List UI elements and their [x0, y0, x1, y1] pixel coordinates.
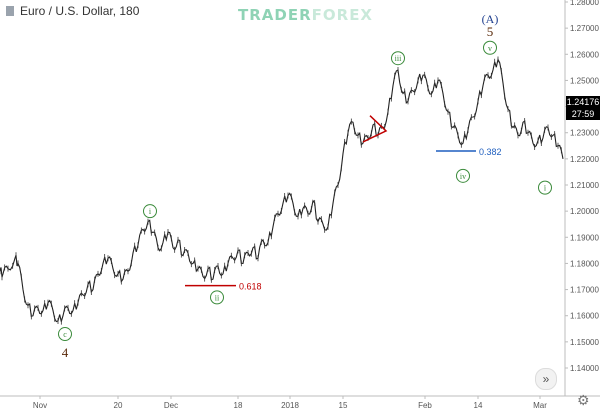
wave-label-circle	[391, 51, 405, 66]
wave-label: iii	[395, 54, 402, 63]
y-tick-label: 1.21000	[570, 181, 599, 190]
chart-title: Euro / U.S. Dollar, 180	[20, 4, 140, 18]
x-tick-label: Mar	[533, 401, 547, 409]
chart-title-row: Euro / U.S. Dollar, 180	[6, 4, 139, 18]
y-tick-label: 1.19000	[570, 233, 599, 242]
x-tick-label: Nov	[33, 401, 47, 409]
x-tick-label: Feb	[418, 401, 432, 409]
wedge-pattern	[362, 115, 388, 143]
wave-label: i	[544, 184, 547, 193]
fib-level-label: 0.618	[239, 282, 262, 292]
settings-button[interactable]: ⚙	[577, 392, 590, 409]
y-tick-label: 1.27000	[570, 24, 599, 33]
x-tick-label: 20	[114, 401, 123, 409]
x-tick-label: 18	[234, 401, 243, 409]
wave-label-circle	[538, 180, 552, 195]
y-tick-label: 1.17000	[570, 286, 599, 295]
countdown-tag: 27:59	[566, 108, 600, 120]
last-price-tag: 1.24176	[566, 96, 600, 108]
y-tick-label: 1.18000	[570, 259, 599, 268]
fib-level-label: 0.382	[479, 147, 502, 157]
watermark-part-2: FOREX	[311, 6, 374, 24]
wave-label-circle	[58, 327, 72, 342]
symbol-icon	[6, 6, 14, 16]
wave-label: c	[63, 330, 67, 339]
wave-label: ii	[215, 293, 220, 302]
wave-label: v	[488, 44, 492, 53]
price-series-line	[0, 57, 564, 323]
wave-label-circle	[143, 204, 157, 219]
wave-degree-label: 4	[62, 345, 69, 360]
x-tick-label: 14	[474, 401, 483, 409]
double-chevron-right-icon: »	[542, 372, 550, 386]
y-tick-label: 1.16000	[570, 312, 599, 321]
wave-label-circle	[483, 40, 497, 55]
gear-icon: ⚙	[577, 392, 590, 408]
scroll-to-latest-button[interactable]: »	[535, 368, 557, 390]
wave-label-circle	[456, 168, 470, 183]
y-tick-label: 1.14000	[570, 364, 599, 373]
watermark: TRADERFOREX	[238, 6, 373, 24]
wave-degree-label: 5	[487, 24, 494, 39]
wave-label: i	[149, 207, 152, 216]
x-tick-label: 15	[339, 401, 348, 409]
y-tick-label: 1.15000	[570, 338, 599, 347]
x-tick-label: 2018	[281, 401, 299, 409]
wave-label: iv	[460, 172, 466, 181]
y-tick-label: 1.26000	[570, 50, 599, 59]
x-tick-label: Dec	[164, 401, 178, 409]
y-tick-label: 1.25000	[570, 76, 599, 85]
watermark-part-1: TRADER	[238, 6, 312, 24]
wave-label-circle	[210, 290, 224, 305]
y-tick-label: 1.28000	[570, 0, 599, 7]
y-tick-label: 1.23000	[570, 129, 599, 138]
y-tick-label: 1.20000	[570, 207, 599, 216]
y-tick-label: 1.22000	[570, 155, 599, 164]
wave-degree-label-major: (A)	[482, 12, 499, 26]
